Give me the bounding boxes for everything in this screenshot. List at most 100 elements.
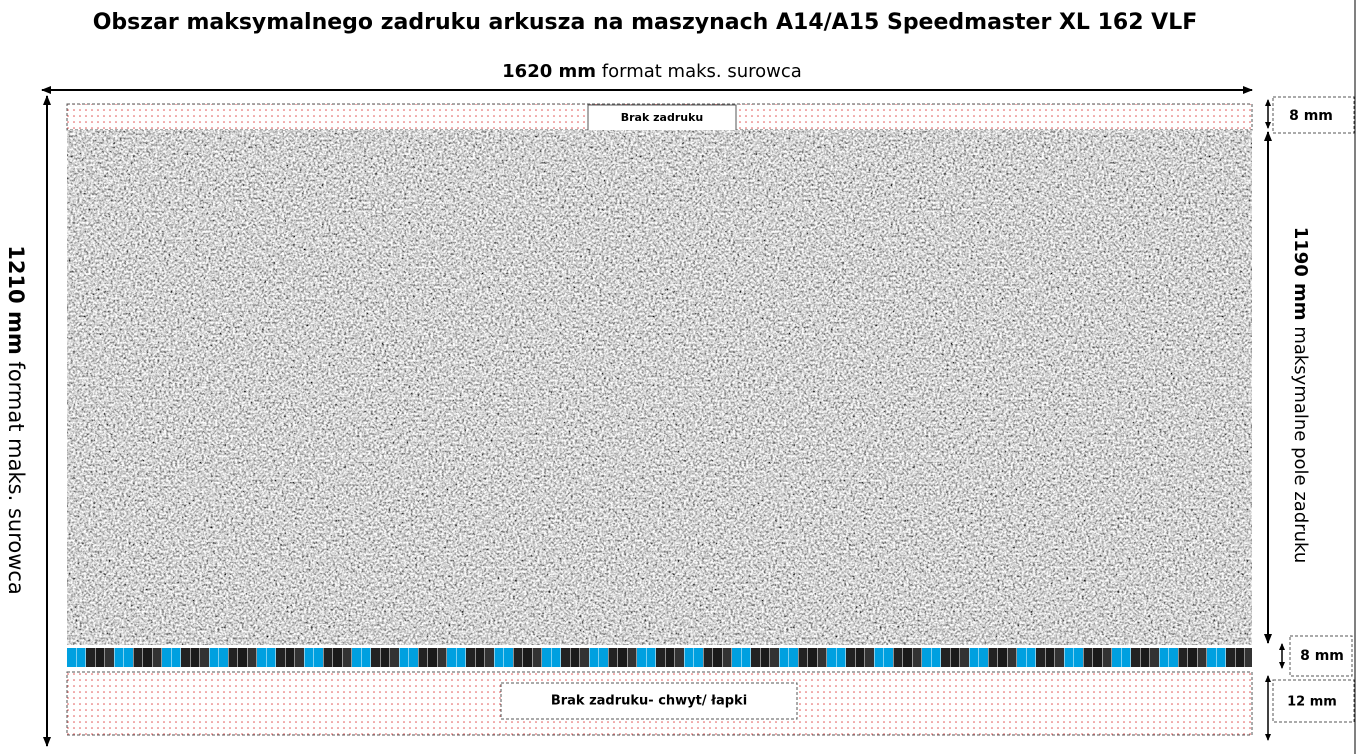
- color-patch: [1169, 648, 1178, 667]
- color-patch: [200, 648, 209, 667]
- color-patch: [770, 648, 779, 667]
- color-patch: [457, 648, 466, 667]
- color-patch: [153, 648, 162, 667]
- color-patch: [960, 648, 969, 667]
- color-patch: [1160, 648, 1169, 667]
- color-patch: [485, 648, 494, 667]
- color-patch: [419, 648, 428, 667]
- bottom-margin-label: Brak zadruku- chwyt/ łapki: [551, 694, 747, 709]
- color-patch: [1131, 648, 1140, 667]
- color-patch: [286, 648, 295, 667]
- color-patch: [210, 648, 219, 667]
- color-patch: [590, 648, 599, 667]
- color-patch: [343, 648, 352, 667]
- color-patch: [1084, 648, 1093, 667]
- color-patch: [1188, 648, 1197, 667]
- color-patch: [447, 648, 456, 667]
- color-patch: [656, 648, 665, 667]
- color-patch: [932, 648, 941, 667]
- color-patch: [580, 648, 589, 667]
- color-patch: [732, 648, 741, 667]
- color-patch: [248, 648, 257, 667]
- color-patch: [409, 648, 418, 667]
- color-patch: [675, 648, 684, 667]
- color-patch: [257, 648, 266, 667]
- color-patch: [305, 648, 314, 667]
- color-patch: [989, 648, 998, 667]
- print-area: [67, 130, 1252, 645]
- color-patch: [1141, 648, 1150, 667]
- color-patch: [723, 648, 732, 667]
- color-patch: [181, 648, 190, 667]
- color-patch: [875, 648, 884, 667]
- color-patch: [238, 648, 247, 667]
- color-patch: [428, 648, 437, 667]
- color-patch: [970, 648, 979, 667]
- color-patch: [324, 648, 333, 667]
- color-patch: [1055, 648, 1064, 667]
- color-patch: [827, 648, 836, 667]
- color-patch: [86, 648, 95, 667]
- color-patch: [438, 648, 447, 667]
- color-patch: [571, 648, 580, 667]
- color-patch: [67, 648, 76, 667]
- page: Obszar maksymalnego zadruku arkusza na m…: [0, 0, 1362, 754]
- color-patch: [647, 648, 656, 667]
- color-patch: [1122, 648, 1131, 667]
- color-patch: [219, 648, 228, 667]
- title: Obszar maksymalnego zadruku arkusza na m…: [93, 10, 1198, 35]
- color-patch: [979, 648, 988, 667]
- color-patch: [533, 648, 542, 667]
- color-patch: [694, 648, 703, 667]
- color-patch: [1093, 648, 1102, 667]
- color-patch: [124, 648, 133, 667]
- color-patch: [1179, 648, 1188, 667]
- color-patch: [837, 648, 846, 667]
- color-patch: [191, 648, 200, 667]
- color-patch: [913, 648, 922, 667]
- color-patch: [333, 648, 342, 667]
- color-patch: [352, 648, 361, 667]
- color-patch: [172, 648, 181, 667]
- color-patch: [685, 648, 694, 667]
- color-patch: [599, 648, 608, 667]
- bottom-margin-size: 12 mm: [1287, 695, 1337, 710]
- color-patch: [922, 648, 931, 667]
- color-patch: [903, 648, 912, 667]
- color-patch: [476, 648, 485, 667]
- color-patch: [789, 648, 798, 667]
- color-patch: [400, 648, 409, 667]
- top-margin-label: Brak zadruku: [621, 111, 703, 124]
- color-patch: [1226, 648, 1235, 667]
- color-patch: [390, 648, 399, 667]
- color-patch: [105, 648, 114, 667]
- color-patch: [77, 648, 86, 667]
- color-patch: [371, 648, 380, 667]
- color-patch: [637, 648, 646, 667]
- top-margin-size: 8 mm: [1289, 108, 1333, 124]
- color-patch: [276, 648, 285, 667]
- color-patch: [1017, 648, 1026, 667]
- color-patch: [1074, 648, 1083, 667]
- color-bar: [67, 648, 1252, 667]
- color-patch: [143, 648, 152, 667]
- color-patch: [1207, 648, 1216, 667]
- color-patch: [818, 648, 827, 667]
- color-patch: [552, 648, 561, 667]
- color-patch: [799, 648, 808, 667]
- color-patch: [1036, 648, 1045, 667]
- color-patch: [998, 648, 1007, 667]
- color-patch: [742, 648, 751, 667]
- color-patch: [495, 648, 504, 667]
- color-patch: [542, 648, 551, 667]
- color-patch: [96, 648, 105, 667]
- color-patch: [1198, 648, 1207, 667]
- color-patch: [523, 648, 532, 667]
- color-patch: [1046, 648, 1055, 667]
- color-patch: [894, 648, 903, 667]
- color-patch: [704, 648, 713, 667]
- print-area-label: 1190 mm maksymalne pole zadruku: [1290, 227, 1311, 564]
- color-patch: [1236, 648, 1245, 667]
- color-patch: [761, 648, 770, 667]
- color-patch: [884, 648, 893, 667]
